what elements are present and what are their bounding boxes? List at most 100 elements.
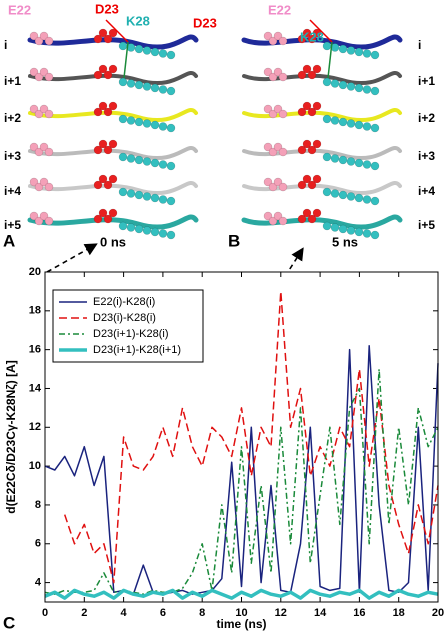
atom (362, 195, 372, 204)
atom (273, 67, 283, 77)
atom (142, 82, 152, 91)
atom (29, 104, 39, 114)
time-label: 5 ns (332, 234, 358, 249)
y-tick-label: 8 (35, 499, 41, 511)
atom (29, 31, 39, 41)
atom (370, 230, 380, 240)
atom (39, 211, 49, 221)
row-label: i (4, 38, 7, 52)
atom (312, 208, 322, 218)
x-tick-label: 2 (81, 607, 87, 619)
atom (134, 224, 144, 234)
atom (108, 174, 118, 184)
atom (312, 139, 322, 149)
atom (322, 114, 332, 124)
atom (134, 80, 144, 90)
row-label: i+5 (4, 218, 21, 232)
atom (322, 41, 332, 51)
atom (307, 180, 317, 190)
y-tick-label: 10 (29, 460, 41, 472)
atom (93, 214, 103, 224)
atom (34, 109, 44, 119)
atom (268, 216, 278, 226)
y-tick-label: 18 (29, 305, 41, 317)
x-tick-label: 10 (235, 607, 247, 619)
atom (297, 34, 307, 44)
legend-label: D23(i)-K28(i) (93, 312, 156, 324)
x-tick-label: 4 (121, 607, 128, 619)
atom (302, 174, 312, 184)
atom (39, 31, 49, 41)
atom (118, 77, 128, 87)
panel-label: B (228, 231, 240, 250)
atom (108, 28, 118, 38)
atom (354, 83, 364, 93)
time-label: 0 ns (100, 234, 126, 249)
atom (98, 64, 108, 74)
atom (158, 49, 168, 58)
x-tick-label: 0 (42, 607, 48, 619)
x-tick-label: 16 (353, 607, 365, 619)
residue-label: D23 (193, 15, 217, 30)
atom (307, 70, 317, 80)
atom (118, 187, 128, 197)
atom (297, 214, 307, 224)
atom (297, 145, 307, 155)
backbone-ribbon (28, 70, 198, 86)
atom (370, 50, 380, 60)
atom (134, 117, 144, 127)
atom (134, 190, 144, 200)
legend-label: E22(i)-K28(i) (93, 296, 155, 308)
backbone-ribbon (242, 180, 402, 196)
atom (278, 109, 288, 119)
atom (103, 145, 113, 155)
atom (34, 182, 44, 192)
atom (278, 182, 288, 192)
atom (142, 119, 152, 128)
atom (278, 216, 288, 226)
atom (370, 196, 380, 206)
atom (166, 230, 176, 240)
atom (362, 85, 372, 94)
arrow (46, 243, 98, 273)
atom (338, 190, 348, 200)
atom (302, 64, 312, 74)
atom (263, 211, 273, 221)
backbone-ribbon (241, 214, 403, 230)
backbone-ribbon (28, 180, 198, 196)
row-label: i+3 (4, 149, 21, 163)
atom (98, 101, 108, 111)
atom (338, 224, 348, 234)
atom (302, 139, 312, 149)
atom (150, 83, 160, 93)
residue-label: E22 (268, 2, 291, 17)
atom (34, 216, 44, 226)
row-label: i+1 (418, 74, 435, 88)
atom (142, 226, 152, 235)
atom (263, 104, 273, 114)
atom (134, 155, 144, 165)
atom (108, 64, 118, 74)
series-line (63, 290, 439, 584)
atom (29, 177, 39, 187)
atom (322, 77, 332, 87)
atom (166, 123, 176, 133)
residue-label: D23 (95, 1, 119, 16)
atom (166, 86, 176, 96)
y-tick-label: 14 (29, 382, 42, 394)
atom (338, 117, 348, 127)
atom (44, 182, 54, 192)
atom (126, 154, 136, 163)
contact-line (309, 19, 333, 43)
atom (142, 46, 152, 55)
row-label: i+5 (418, 218, 435, 232)
atom (118, 221, 128, 231)
residue-label: E22 (8, 2, 31, 17)
atom (312, 101, 322, 111)
atom (166, 196, 176, 206)
atom (134, 44, 144, 54)
atom (44, 72, 54, 82)
atom (39, 177, 49, 187)
atom (354, 193, 364, 203)
